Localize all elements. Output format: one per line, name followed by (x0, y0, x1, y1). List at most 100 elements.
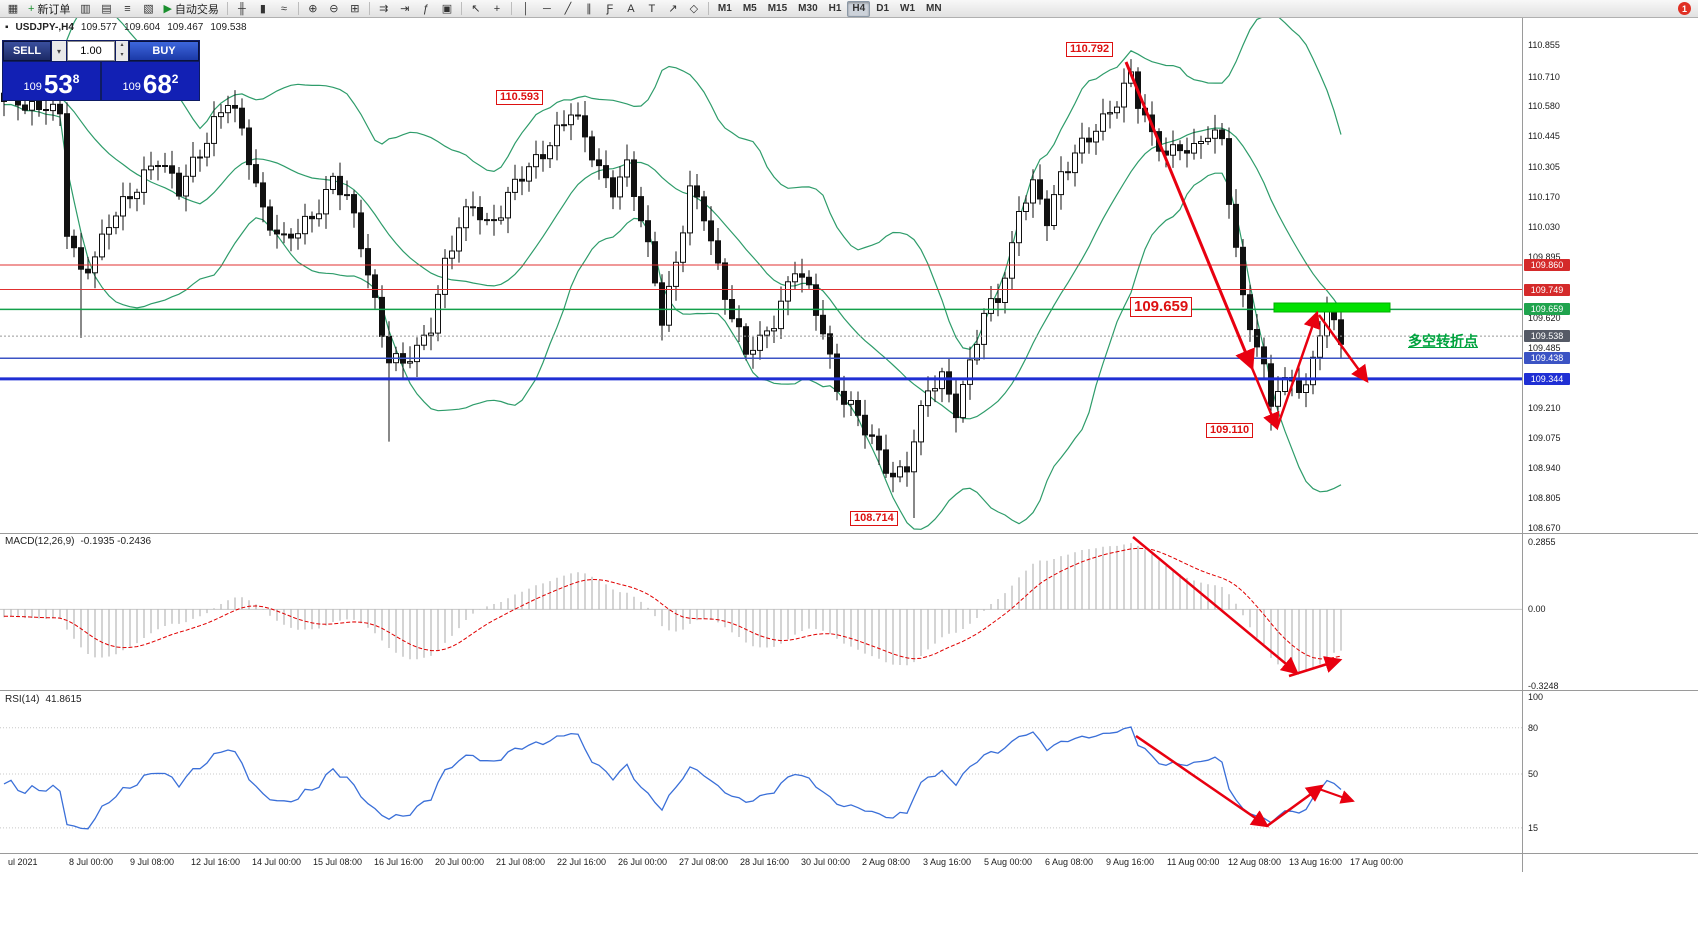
text-icon: A (627, 2, 635, 15)
auto-scroll-icon[interactable]: ⇉ (374, 0, 394, 17)
sell-price-big: 53 (43, 69, 73, 99)
macd-axis-label: -0.3248 (1528, 681, 1559, 691)
price-callout-108.714: 108.714 (850, 511, 898, 526)
arrows-tool-icon[interactable]: ↗ (663, 0, 683, 17)
time-axis-label: 2 Aug 08:00 (862, 857, 911, 867)
timeframe-button-mn[interactable]: MN (926, 2, 942, 14)
price-badge-109.749: 109.749 (1524, 283, 1570, 296)
timeframe-button-d1[interactable]: D1 (876, 2, 890, 14)
new-order-button-label: 新订单 (37, 3, 71, 16)
horizontal-line-icon[interactable]: ─ (537, 0, 557, 17)
price-axis-label: 109.210 (1528, 403, 1561, 414)
profiles-icon[interactable]: ▤ (96, 0, 116, 17)
volume-spinner-up-icon[interactable]: ▴ (116, 41, 128, 51)
autotrading-button[interactable]: ▶ 自动交易 (159, 1, 222, 16)
timeframe-button-h1[interactable]: H1 (828, 2, 842, 14)
time-axis-label: 6 Aug 08:00 (1045, 857, 1094, 867)
price-axis-label: 109.485 (1528, 342, 1561, 353)
ohlc-open: 109.577 (80, 22, 118, 33)
price-callout-110.792: 110.792 (1066, 42, 1114, 57)
chart-shift-icon[interactable]: ⇥ (395, 0, 415, 17)
time-axis-label: 5 Aug 00:00 (984, 857, 1033, 867)
timeframe-button-m15[interactable]: M15 (767, 2, 788, 14)
toolbar-separator (707, 2, 709, 15)
notification-badge[interactable]: 1 (1678, 2, 1691, 15)
new-order-button[interactable]: + 新订单 (24, 1, 74, 16)
cursor-icon[interactable]: ↖ (466, 0, 486, 17)
time-axis-label: 26 Jul 00:00 (618, 857, 668, 867)
sell-button[interactable]: SELL (3, 41, 51, 61)
charts-window-icon[interactable]: ▥ (75, 0, 95, 17)
equidistant-channel-icon[interactable]: ∥ (579, 0, 599, 17)
rsi-title: RSI(14) (5, 694, 40, 705)
time-axis-label: 9 Aug 16:00 (1106, 857, 1155, 867)
macd-title: MACD(12,26,9) (5, 536, 75, 547)
ohlc-high: 109.604 (124, 22, 161, 33)
zoom-out-icon[interactable]: ⊖ (324, 0, 344, 17)
label-icon[interactable]: T (642, 0, 662, 17)
toolbar: ▦ + 新订单 ▥ ▤ ≡ ▧ ▶ 自动交易 ╫ ▮ ≈ ⊕ ⊖ ⊞ ⇉ ⇥ ƒ ▣ ↖ + │ ─ ╱ ∥ Ƒ A T ↗ ◇ M1 M5 M… (0, 0, 1698, 18)
time-axis-label: 30 Jul 00:00 (801, 857, 851, 867)
toolbar-separator (368, 2, 370, 15)
sell-price-handle: 109 (23, 81, 42, 93)
sell-price-box[interactable]: 109 53 8 (3, 62, 100, 100)
price-axis-label: 110.855 (1528, 40, 1560, 51)
new-chart-icon[interactable]: ▦ (3, 0, 23, 17)
vertical-line-icon[interactable]: │ (516, 0, 536, 17)
buy-price-big: 68 (142, 69, 172, 99)
fibonacci-icon[interactable]: Ƒ (600, 0, 620, 17)
zoom-in-icon[interactable]: ⊕ (303, 0, 323, 17)
time-axis-label: 21 Jul 08:00 (496, 857, 546, 867)
timeframe-button-m30[interactable]: M30 (798, 2, 818, 14)
trendline-icon[interactable]: ╱ (558, 0, 578, 17)
price-badge-109.438: 109.438 (1524, 352, 1570, 365)
volume-input[interactable] (67, 41, 115, 61)
macd-panel-surface[interactable] (0, 534, 1522, 689)
time-axis-label: 11 Aug 00:00 (1167, 857, 1220, 867)
time-axis-label: 9 Jul 08:00 (130, 857, 175, 867)
rsi-panel-surface[interactable] (0, 691, 1522, 852)
new-chart-icon: ▦ (7, 3, 19, 15)
bar-chart-icon[interactable]: ╫ (232, 0, 252, 17)
timeframe-button-h4[interactable]: H4 (847, 0, 871, 17)
indicators-icon[interactable]: ƒ (416, 0, 436, 17)
text-icon[interactable]: A (621, 0, 641, 17)
templates-icon: ▣ (441, 3, 453, 15)
tile-windows-icon: ⊞ (350, 3, 360, 15)
volume-spinner-down-icon[interactable]: ▾ (116, 51, 128, 61)
data-window-icon[interactable]: ▧ (138, 0, 158, 17)
buy-button[interactable]: BUY (129, 41, 199, 61)
tile-windows-icon[interactable]: ⊞ (345, 0, 365, 17)
buy-price-handle: 109 (122, 81, 141, 93)
price-axis-label: 110.445 (1528, 130, 1560, 141)
price-badge-109.538: 109.538 (1524, 330, 1570, 343)
timeframe-button-w1[interactable]: W1 (900, 2, 916, 14)
arrows-tool-icon: ↗ (668, 3, 678, 15)
main-chart-surface[interactable] (0, 18, 1522, 533)
price-axis[interactable] (1522, 18, 1698, 872)
line-chart-icon: ≈ (280, 2, 287, 15)
macd-axis-label: 0.2855 (1528, 537, 1556, 547)
market-watch-icon[interactable]: ≡ (117, 0, 137, 17)
candlestick-chart-icon[interactable]: ▮ (253, 0, 273, 17)
price-axis-label: 110.580 (1528, 101, 1560, 112)
volume-dropdown-button[interactable]: ▾ (52, 41, 66, 61)
bar-chart-icon: ╫ (238, 2, 246, 15)
timeframe-button-m5[interactable]: M5 (742, 2, 757, 14)
line-chart-icon[interactable]: ≈ (274, 0, 294, 17)
time-axis-label: 16 Jul 16:00 (374, 857, 424, 867)
market-watch-icon: ≡ (124, 2, 131, 15)
chart-ohlc-header: ▪ USDJPY-,H4 109.577 109.604 109.467 109… (5, 22, 247, 33)
price-callout-110.593: 110.593 (496, 90, 544, 105)
new-order-icon: + (28, 2, 35, 15)
crosshair-icon[interactable]: + (487, 0, 507, 17)
timeframe-button-m1[interactable]: M1 (717, 2, 732, 14)
panel-separator-rsi[interactable] (0, 690, 1698, 691)
buy-price-box[interactable]: 109 68 2 (102, 62, 199, 100)
shapes-icon[interactable]: ◇ (684, 0, 704, 17)
panel-separator-macd[interactable] (0, 533, 1698, 534)
one-click-trading-panel: SELL ▾ ▴ ▾ BUY 109 53 8 109 68 2 (2, 40, 200, 101)
price-axis-label: 110.305 (1528, 161, 1560, 172)
auto-scroll-icon: ⇉ (379, 3, 389, 15)
templates-icon[interactable]: ▣ (437, 0, 457, 17)
